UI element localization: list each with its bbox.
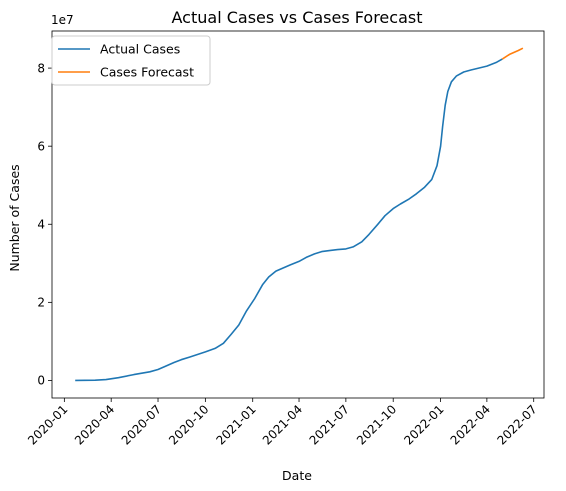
series-line-0 (75, 58, 503, 382)
x-tick-label: 2020-10 (166, 402, 211, 447)
legend-label-forecast: Cases Forecast (100, 65, 194, 80)
x-tick-label: 2021-10 (354, 402, 399, 447)
plot-frame (51, 30, 545, 399)
legend-label-actual: Actual Cases (100, 42, 180, 57)
x-axis-ticks: 2020-01 2020-04 2020-07 2020-10 2021-01 2021-… (25, 398, 540, 448)
x-tick-label: 2022-07 (494, 402, 539, 447)
chart-title: Actual Cases vs Cases Forecast (172, 8, 423, 27)
x-tick-label: 2020-01 (25, 402, 70, 447)
y-tick-label: 2 (37, 296, 45, 310)
plot-marks (75, 47, 524, 382)
x-tick-label: 2020-07 (119, 402, 164, 447)
y-axis-label: Number of Cases (7, 164, 22, 271)
legend: Actual Cases Cases Forecast (51, 35, 211, 86)
series-line-1 (501, 47, 524, 60)
x-tick-label: 2022-01 (401, 402, 446, 447)
y-axis-ticks: 0 2 4 6 8 (37, 61, 52, 388)
x-axis-label: Date (282, 468, 312, 483)
x-tick-label: 2021-07 (307, 402, 352, 447)
y-tick-label: 6 (37, 139, 45, 153)
y-tick-label: 4 (37, 218, 45, 232)
x-tick-label: 2021-01 (213, 402, 258, 447)
y-tick-label: 0 (37, 374, 45, 388)
x-tick-label: 2020-04 (72, 402, 117, 447)
y-offset-label: 1e7 (51, 13, 74, 27)
y-tick-label: 8 (37, 61, 45, 75)
legend-box (51, 35, 211, 86)
x-tick-label: 2021-04 (260, 402, 305, 447)
x-tick-label: 2022-04 (448, 402, 493, 447)
